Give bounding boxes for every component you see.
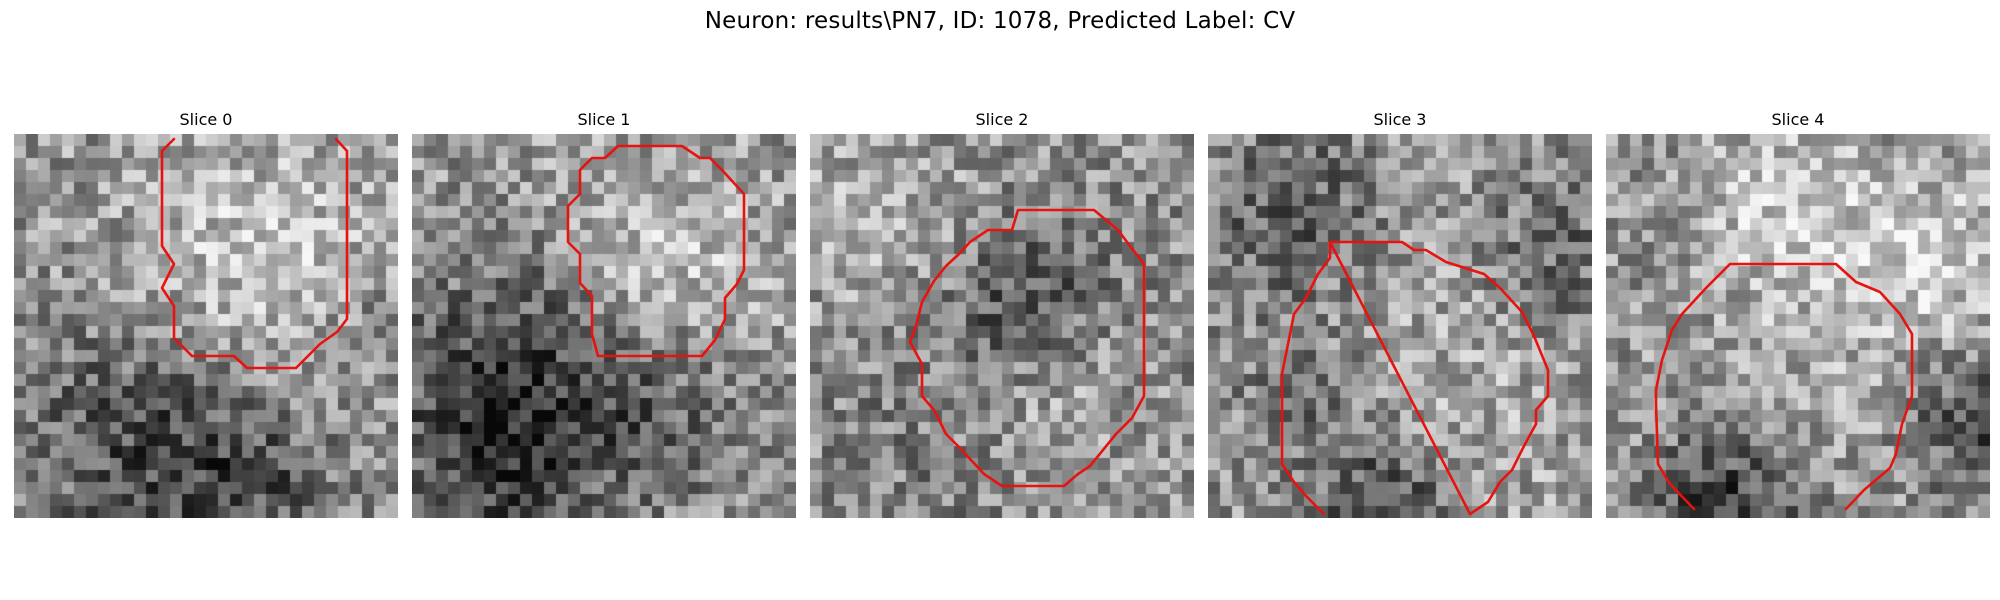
slice-title: Slice 1 (577, 110, 631, 129)
segmentation-contour (160, 137, 349, 370)
segmentation-contour (1280, 240, 1550, 516)
slice-image (412, 134, 796, 518)
figure-title: Neuron: results\PN7, ID: 1078, Predicted… (704, 8, 1296, 34)
segmentation-contour (908, 208, 1146, 488)
slice-title: Slice 0 (179, 110, 233, 129)
slice-title: Slice 2 (975, 110, 1029, 129)
slice-title: Slice 4 (1771, 110, 1825, 129)
slice-title: Slice 3 (1373, 110, 1427, 129)
segmentation-contour (566, 144, 746, 358)
slice-image (1606, 134, 1990, 518)
segmentation-contour (1654, 262, 1914, 511)
slice-image (810, 134, 1194, 518)
slice-image (14, 134, 398, 518)
